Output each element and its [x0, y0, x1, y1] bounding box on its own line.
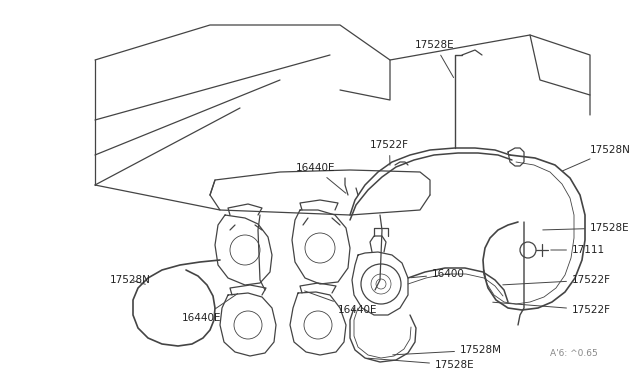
- Text: 17528N: 17528N: [563, 145, 631, 171]
- Text: A'6: ^0.65: A'6: ^0.65: [550, 349, 598, 358]
- Text: 17528M: 17528M: [393, 345, 502, 355]
- Text: 16440E: 16440E: [182, 294, 237, 323]
- Text: 17528N: 17528N: [110, 275, 151, 285]
- Text: 16400: 16400: [411, 269, 465, 279]
- Text: 17528E: 17528E: [415, 40, 454, 78]
- Text: 17528E: 17528E: [543, 223, 630, 233]
- Text: 16440E: 16440E: [305, 291, 378, 315]
- Text: 16440E: 16440E: [296, 163, 346, 193]
- Text: 17528E: 17528E: [368, 358, 475, 370]
- Text: 17522F: 17522F: [493, 302, 611, 315]
- Text: 17522F: 17522F: [503, 275, 611, 285]
- Text: 17111: 17111: [551, 245, 605, 255]
- Text: 17522F: 17522F: [370, 140, 409, 165]
